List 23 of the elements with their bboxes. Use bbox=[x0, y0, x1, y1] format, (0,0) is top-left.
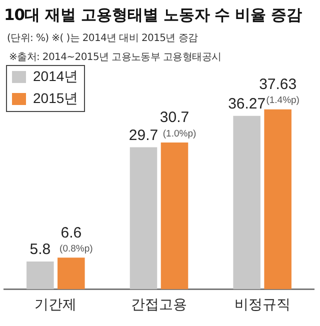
annotation: (1.0%p) bbox=[162, 128, 196, 140]
legend-label: 2014년 bbox=[33, 68, 78, 84]
data-label: 5.8 bbox=[30, 241, 51, 258]
bar bbox=[264, 109, 292, 290]
chart-subtitle: (단위: %) ※( )는 2014년 대비 2015년 증감 bbox=[7, 32, 198, 45]
legend-label: 2015년 bbox=[33, 90, 78, 106]
bar bbox=[233, 116, 260, 290]
x-tick-label: 간접고용 bbox=[131, 297, 187, 314]
text: ※출처: 2014~2015년 고용노동부 고용형태공시 bbox=[9, 51, 222, 64]
chart-title: 10대 재벌 고용형태별 노동자 수 비율 증감 bbox=[4, 5, 302, 26]
bar bbox=[58, 258, 85, 290]
bar bbox=[130, 147, 158, 290]
x-tick-label: 기간제 bbox=[34, 297, 77, 314]
bar bbox=[26, 261, 54, 290]
annotation: (0.8%p) bbox=[60, 244, 93, 255]
data-label: 30.7 bbox=[160, 109, 190, 126]
x-tick-label: 비정규직 bbox=[234, 297, 290, 314]
data-label: 36.27 bbox=[228, 95, 266, 112]
data-label: 6.6 bbox=[60, 224, 82, 242]
data-label: 29.7 bbox=[128, 126, 158, 144]
annotation: (1.4%p) bbox=[266, 95, 300, 106]
data-label: 37.63 bbox=[259, 76, 297, 93]
bar bbox=[160, 142, 188, 290]
